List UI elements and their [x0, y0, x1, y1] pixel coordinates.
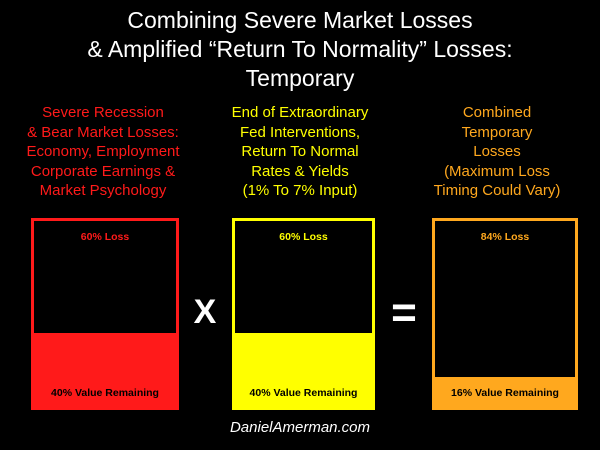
column-1-line: Severe Recession	[42, 104, 164, 121]
column-1-loss-label: 60% Loss	[80, 231, 130, 243]
column-1-line: Economy, Employment	[26, 143, 180, 160]
column-3-remaining-label: 16% Value Remaining	[451, 387, 559, 399]
column-3-line: Combined	[462, 104, 532, 121]
equals-operator: =	[391, 288, 417, 337]
column-2-line: Rates & Yields	[251, 162, 349, 180]
column-2-line: End of Extraordinary	[231, 104, 369, 121]
column-2-remaining-fill	[235, 332, 372, 407]
column-3-loss-label: 84% Loss	[480, 231, 530, 243]
column-1-line: & Bear Market Losses:	[27, 123, 179, 141]
column-1-remaining-fill	[34, 332, 176, 407]
column-1-line: Corporate Earnings &	[30, 162, 176, 180]
diagram-title: Combining Severe Market Losses & Amplifi…	[0, 6, 600, 93]
column-1-line: Market Psychology	[39, 182, 167, 199]
column-3-line: (Maximum Loss	[444, 162, 550, 180]
column-1-remaining-label: 40% Value Remaining	[51, 387, 159, 399]
column-2-line: (1% To 7% Input)	[242, 182, 358, 199]
column-2-description: End of Extraordinary Fed Interventions, …	[200, 103, 400, 201]
column-3-line: Temporary	[461, 123, 533, 141]
column-3-line: Losses	[473, 143, 521, 160]
column-2-line: Return To Normal	[241, 143, 359, 160]
column-2-remaining-label: 40% Value Remaining	[249, 387, 358, 399]
footer-website: DanielAmerman.com	[229, 419, 371, 436]
column-2-loss-label: 60% Loss	[279, 231, 328, 243]
column-2-value-box: 60% Loss 40% Value Remaining	[232, 218, 375, 410]
title-line-2: & Amplified “Return To Normality” Losses…	[87, 36, 513, 62]
column-1-value-box: 60% Loss 40% Value Remaining	[31, 218, 179, 410]
column-3-description: Combined Temporary Losses (Maximum Loss …	[397, 103, 597, 201]
column-3-remaining-fill	[435, 377, 575, 407]
multiply-operator: X	[193, 293, 217, 331]
title-line-1: Combining Severe Market Losses	[127, 7, 473, 33]
column-2-line: Fed Interventions,	[239, 123, 361, 141]
column-3-value-box: 84% Loss 16% Value Remaining	[432, 218, 578, 410]
column-3-line: Timing Could Vary)	[433, 182, 561, 199]
column-1-description: Severe Recession & Bear Market Losses: E…	[3, 103, 203, 201]
title-line-3: Temporary	[245, 65, 355, 91]
